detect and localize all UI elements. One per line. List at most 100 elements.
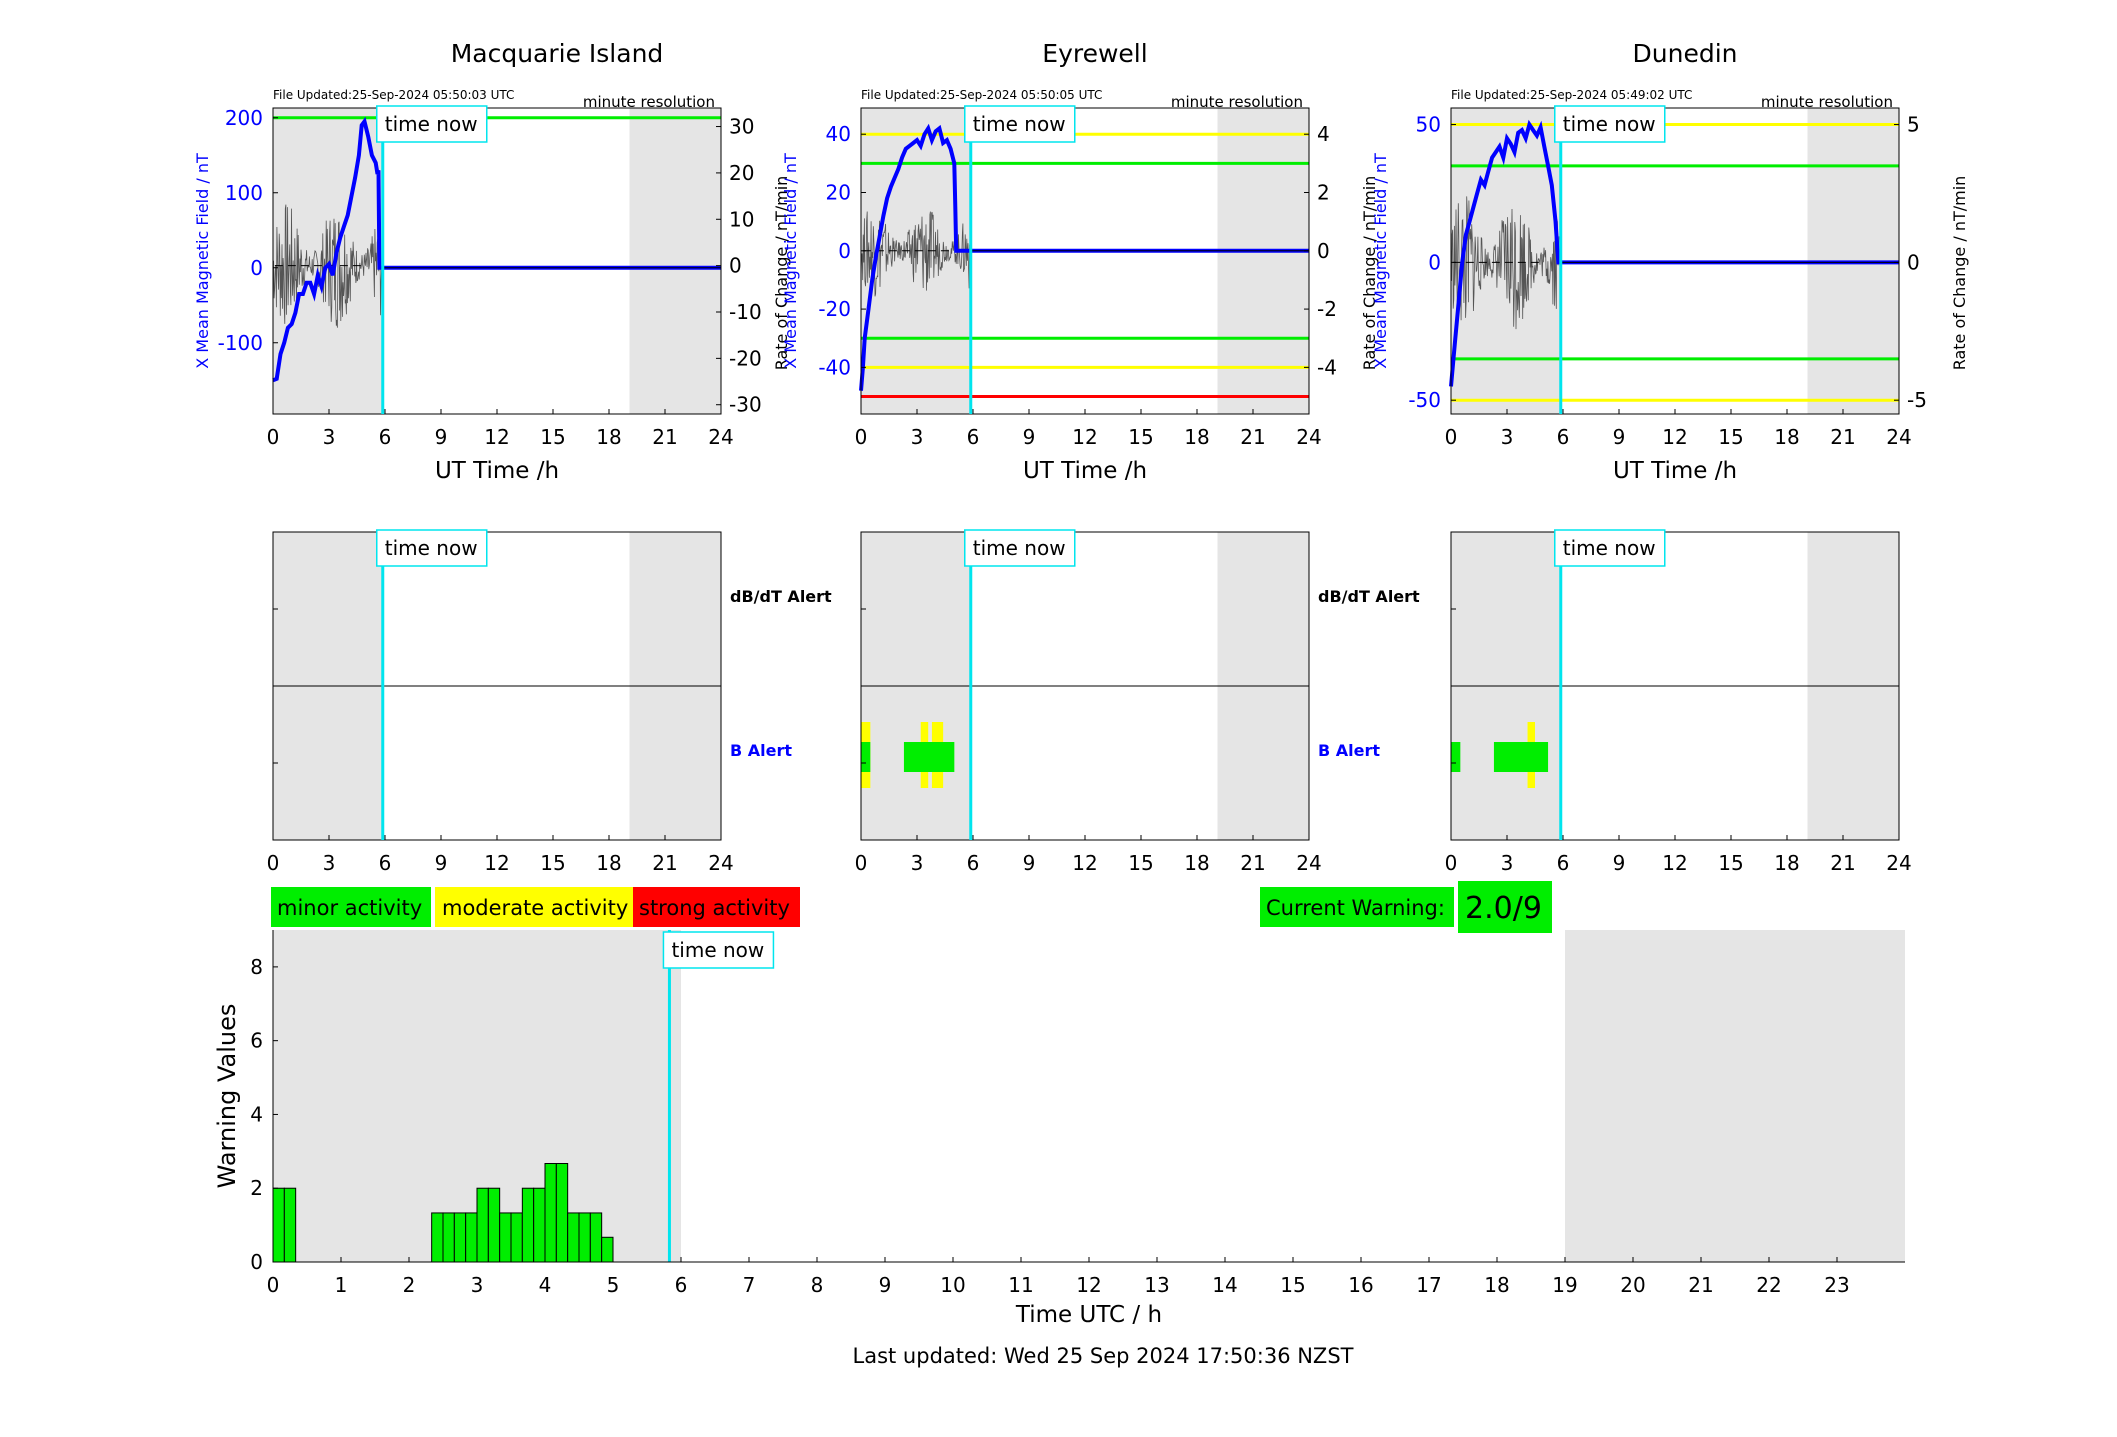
y-tick-label: 0: [250, 1250, 263, 1274]
x-ticks: 0 3 6 9 12 15 18 21 24: [267, 835, 734, 875]
y2-tick-label: 0: [1907, 250, 1920, 274]
minor-alert-bar: [1451, 742, 1461, 772]
x-tick-label: 15: [1718, 425, 1743, 449]
y2-tick-label: 5: [1907, 113, 1920, 137]
macquarie-field-panel: time now Macquarie Island File Updated:2…: [193, 39, 791, 484]
current-warning-value: 2.0/9: [1465, 891, 1542, 926]
y-tick-marks: [1451, 608, 1456, 764]
moderate-swatch: [435, 887, 633, 927]
x-tick-label: 21: [1830, 851, 1855, 875]
y2-tick-label: -5: [1907, 388, 1927, 412]
time-now-label: time now: [973, 536, 1066, 560]
warning-bar: [544, 1163, 557, 1263]
strong-swatch: [633, 887, 800, 927]
y-tick-label: -40: [818, 355, 851, 379]
warning-bar: [578, 1212, 591, 1263]
x-tick-label: 24: [1886, 425, 1911, 449]
x-tick-label: 24: [708, 851, 733, 875]
warning-bar: [510, 1212, 523, 1263]
x-tick-label: 15: [540, 851, 565, 875]
x-tick-label: 7: [743, 1273, 756, 1297]
warning-bar: [431, 1212, 444, 1263]
left-y-ticks: -50 0 50: [1408, 113, 1456, 412]
x-tick-label: 21: [652, 425, 677, 449]
left-y-ticks: -100 0 100 200: [218, 106, 278, 355]
x-tick-label: 19: [1552, 1273, 1577, 1297]
x-tick-label: 15: [540, 425, 565, 449]
x-tick-label: 12: [484, 425, 509, 449]
threshold-lines: [861, 132, 1309, 399]
x-tick-label: 5: [607, 1273, 620, 1297]
time-now-box: [964, 529, 1076, 567]
y2-tick-label: -30: [729, 393, 762, 417]
right-y-ticks: -4 -2 0 2 4: [1304, 122, 1337, 379]
x-tick-label: 9: [1023, 425, 1036, 449]
warning-bar: [465, 1212, 478, 1263]
x-axis-label: UT Time /h: [1613, 458, 1737, 484]
x-tick-label: 6: [1557, 851, 1570, 875]
x-tick-label: 1: [335, 1273, 348, 1297]
x-tick-label: 16: [1348, 1273, 1373, 1297]
x-tick-label: 6: [1557, 425, 1570, 449]
x-tick-label: 15: [1128, 851, 1153, 875]
warning-bar: [499, 1212, 512, 1263]
station-title: Dunedin: [1633, 39, 1738, 68]
x-tick-label: 9: [435, 851, 448, 875]
x-tick-label: 9: [1613, 851, 1626, 875]
x-tick-label: 24: [1296, 425, 1321, 449]
night-shading: [1565, 930, 1905, 1262]
x-ticks: 0 3 6 9 12 15 18 21 24: [855, 835, 1322, 875]
warning-bar: [476, 1187, 489, 1263]
time-utc-label: Time UTC / h: [1015, 1302, 1162, 1328]
night-shading: [1217, 108, 1309, 414]
y-tick-label: 20: [826, 181, 851, 205]
x-ticks: 0 1 2 3 4 5 6 7 8 9 10 11 12 13 14 15 16 17 18 19 20 21 22 23: [267, 1257, 1850, 1297]
x-tick-label: 0: [267, 1273, 280, 1297]
station-title: Eyrewell: [1042, 39, 1147, 68]
activity-legend: minor activity moderate activity strong …: [271, 887, 800, 927]
y-tick-label: 6: [250, 1029, 263, 1053]
x-tick-label: 0: [267, 425, 280, 449]
warning-values-chart: time now 0 1 2 3 4 5 6 7 8 9 10 11 12 13 14 15 16 17 18 19 2…: [213, 930, 1905, 1328]
y2-tick-label: -2: [1317, 297, 1337, 321]
x-tick-label: 6: [967, 851, 980, 875]
rate-of-change-line: [1450, 196, 1560, 330]
x-tick-label: 18: [1184, 425, 1209, 449]
x-tick-label: 6: [379, 425, 392, 449]
current-warning-swatch: [1260, 887, 1454, 927]
y-tick-label: 0: [1428, 250, 1441, 274]
x-ticks: 0 3 6 9 12 15 18 21 24: [855, 409, 1322, 449]
time-now-box: [662, 931, 775, 969]
x-tick-label: 3: [1501, 425, 1514, 449]
y2-tick-label: 10: [729, 207, 754, 231]
x-tick-label: 12: [484, 851, 509, 875]
time-now-label: time now: [1563, 112, 1656, 136]
x-tick-label: 0: [855, 851, 868, 875]
right-axis-label: Rate of Change / nT/min: [1950, 176, 1969, 371]
x-tick-label: 4: [539, 1273, 552, 1297]
dunedin-alert-panel: time now 0 3 6 9 12 15 18 21 24: [1445, 529, 1912, 875]
x-tick-label: 18: [1484, 1273, 1509, 1297]
y-ticks: 0 2 4 6 8: [250, 955, 278, 1274]
y2-tick-label: -20: [729, 346, 762, 370]
current-warning-label: Current Warning:: [1266, 896, 1445, 920]
time-now-label: time now: [385, 536, 478, 560]
x-tick-label: 18: [1774, 425, 1799, 449]
warning-bar: [589, 1212, 603, 1263]
field-series-line: [272, 116, 721, 383]
resolution-text: minute resolution: [1171, 93, 1303, 111]
x-tick-label: 6: [967, 425, 980, 449]
x-ticks: 0 3 6 9 12 15 18 21 24: [1445, 409, 1912, 449]
y-tick-label: 8: [250, 955, 263, 979]
x-tick-label: 3: [323, 425, 336, 449]
x-tick-label: 24: [1296, 851, 1321, 875]
left-axis-label: X Mean Magnetic Field / nT: [781, 153, 800, 369]
moderate-label: moderate activity: [442, 896, 628, 920]
time-now-box: [1554, 529, 1666, 567]
x-axis-label: UT Time /h: [435, 458, 559, 484]
left-axis-label: X Mean Magnetic Field / nT: [1371, 153, 1390, 369]
rate-of-change-trace: [1450, 196, 1560, 330]
b-alert-bars: [1451, 722, 1549, 788]
x-tick-label: 6: [675, 1273, 688, 1297]
current-warning: Current Warning: 2.0/9: [1260, 881, 1552, 933]
